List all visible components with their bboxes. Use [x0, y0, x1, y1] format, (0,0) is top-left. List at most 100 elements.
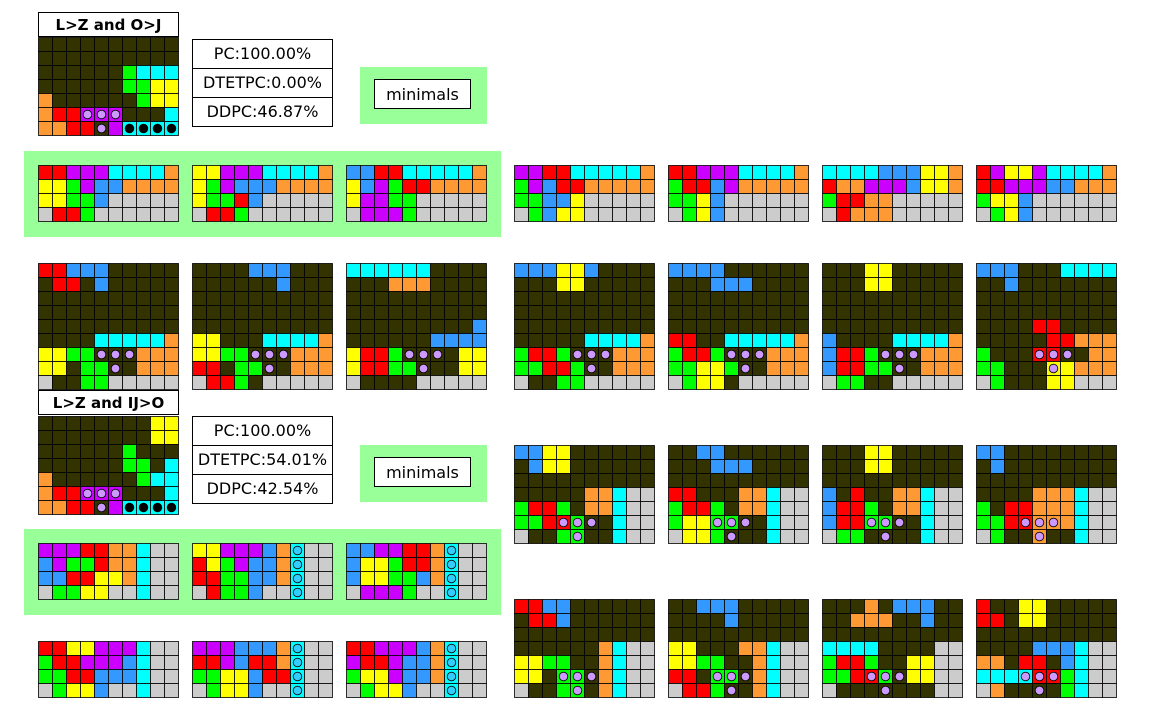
purple-marker — [908, 349, 919, 360]
board-cell — [472, 641, 487, 656]
minimals-label: minimals — [374, 457, 471, 487]
board-cell — [1018, 641, 1033, 656]
board-cell — [878, 291, 893, 306]
purple-marker — [96, 109, 107, 120]
board-cell — [38, 79, 53, 94]
board-cell — [570, 291, 585, 306]
board-cell — [836, 501, 851, 516]
board-cell — [598, 641, 613, 656]
board-cell — [430, 165, 445, 180]
board-cell — [206, 571, 221, 586]
board-cell — [66, 430, 81, 445]
board-cell — [542, 305, 557, 320]
board-cell — [122, 669, 137, 684]
purple-marker — [572, 349, 583, 360]
board-cell — [94, 375, 109, 390]
board-cell — [864, 165, 879, 180]
board-cell — [220, 207, 235, 222]
board-cell — [304, 277, 319, 292]
board-cell — [668, 669, 683, 684]
board-cell — [1074, 207, 1089, 222]
purple-marker — [880, 531, 891, 542]
board-cell — [430, 655, 445, 670]
board-cell — [206, 193, 221, 208]
board-cell — [66, 263, 81, 278]
board-cell — [1074, 165, 1089, 180]
board-cell — [906, 291, 921, 306]
board-cell — [766, 655, 781, 670]
board-cell — [52, 207, 67, 222]
board-cell — [752, 501, 767, 516]
board-cell — [290, 207, 305, 222]
board-cell — [948, 515, 963, 530]
board-cell — [234, 291, 249, 306]
pattern-board — [192, 641, 333, 698]
board-cell — [38, 347, 53, 362]
board-cell — [752, 459, 767, 474]
board-cell — [780, 487, 795, 502]
board-cell — [752, 473, 767, 488]
board-cell — [318, 543, 333, 558]
board-cell — [80, 361, 95, 376]
board-cell — [416, 585, 431, 600]
board-cell — [1074, 347, 1089, 362]
board-cell — [934, 669, 949, 684]
board-cell — [1060, 319, 1075, 334]
board-cell — [1102, 529, 1117, 544]
board-cell — [570, 277, 585, 292]
board-cell — [752, 641, 767, 656]
board-cell — [80, 319, 95, 334]
board-cell — [136, 37, 151, 52]
board-cell — [220, 179, 235, 194]
board-cell — [1018, 613, 1033, 628]
board-cell — [822, 529, 837, 544]
board-cell — [304, 305, 319, 320]
board-cell — [822, 655, 837, 670]
board-cell — [1018, 319, 1033, 334]
board-cell — [346, 333, 361, 348]
board-cell — [920, 655, 935, 670]
board-cell — [1074, 263, 1089, 278]
board-cell — [598, 501, 613, 516]
board-cell — [724, 263, 739, 278]
board-cell — [164, 179, 179, 194]
board-cell — [878, 319, 893, 334]
board-cell — [934, 487, 949, 502]
board-cell — [1102, 655, 1117, 670]
board-cell — [990, 165, 1005, 180]
board-cell — [52, 683, 67, 698]
board-cell — [990, 487, 1005, 502]
board-cell — [1018, 207, 1033, 222]
board-cell — [444, 193, 459, 208]
board-cell — [80, 500, 95, 515]
board-cell — [668, 613, 683, 628]
board-cell — [346, 319, 361, 334]
board-cell — [738, 599, 753, 614]
board-cell — [990, 291, 1005, 306]
board-cell — [766, 487, 781, 502]
board-cell — [934, 319, 949, 334]
board-cell — [780, 165, 795, 180]
board-cell — [80, 93, 95, 108]
board-cell — [80, 263, 95, 278]
board-cell — [38, 375, 53, 390]
board-cell — [514, 683, 529, 698]
board-cell — [626, 277, 641, 292]
board-cell — [94, 319, 109, 334]
board-cell — [1102, 501, 1117, 516]
board-cell — [1018, 473, 1033, 488]
board-cell — [780, 683, 795, 698]
board-cell — [1046, 375, 1061, 390]
board-cell — [864, 277, 879, 292]
board-cell — [822, 179, 837, 194]
board-cell — [598, 263, 613, 278]
board-cell — [766, 319, 781, 334]
board-cell — [52, 179, 67, 194]
board-cell — [1032, 179, 1047, 194]
board-cell — [290, 375, 305, 390]
board-cell — [822, 683, 837, 698]
board-cell — [696, 669, 711, 684]
board-cell — [696, 599, 711, 614]
board-cell — [248, 557, 263, 572]
board-cell — [416, 207, 431, 222]
